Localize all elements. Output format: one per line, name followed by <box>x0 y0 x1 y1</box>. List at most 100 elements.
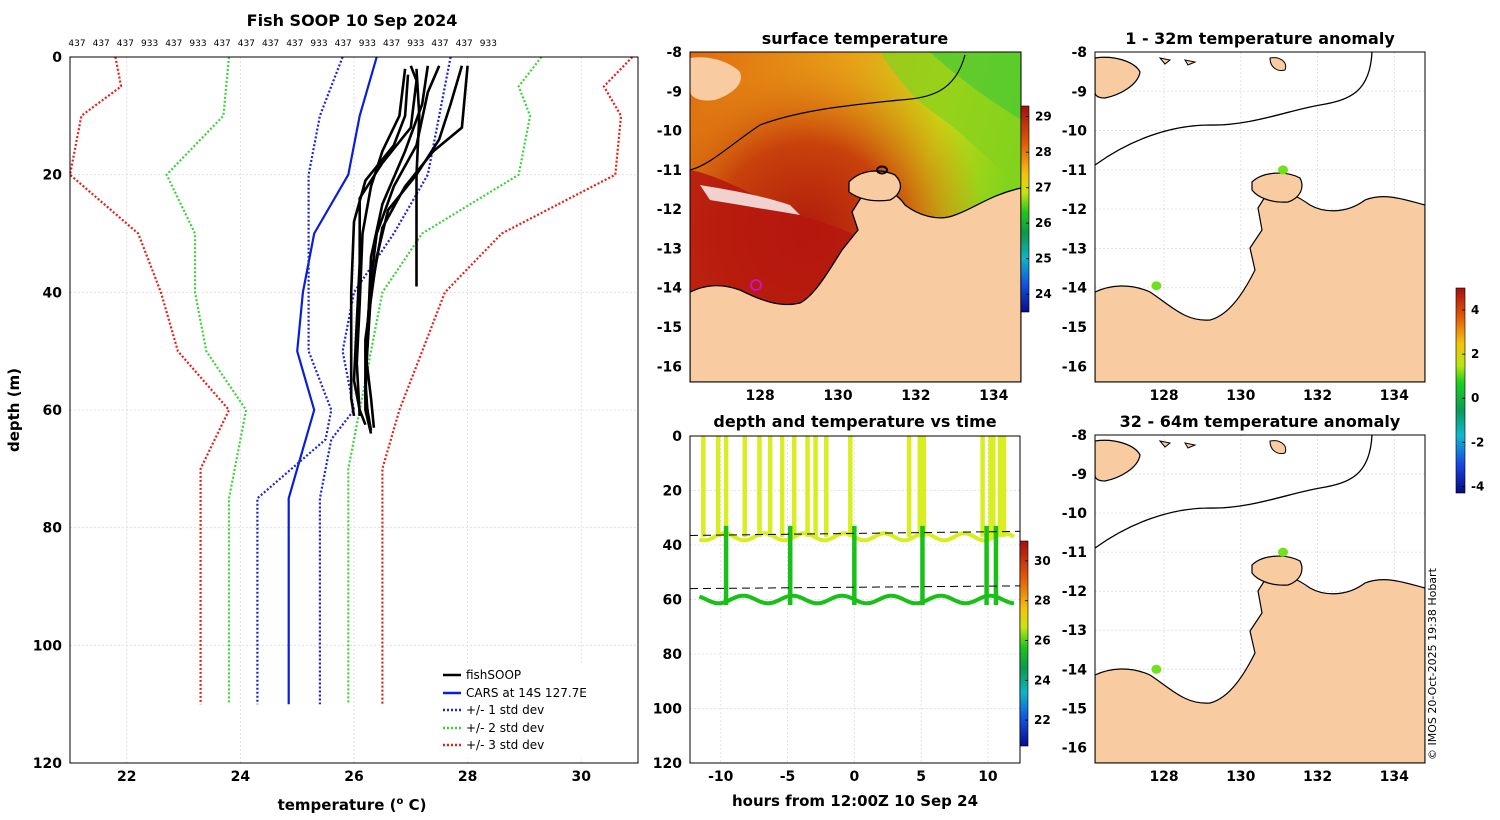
anomaly-point <box>1151 664 1162 674</box>
map-ytick: -10 <box>657 124 683 140</box>
map-xtick: 130 <box>1226 769 1255 785</box>
profile-title: Fish SOOP 10 Sep 2024 <box>247 11 458 30</box>
anomaly-2-title: 32 - 64m temperature anomaly <box>1120 412 1401 431</box>
map-ytick: -9 <box>1071 84 1087 100</box>
profile-id-row: 437 437 437 933 437 933 437 437 437 437 933 437 933 4… <box>68 39 497 49</box>
depth-time-ytick: 120 <box>653 756 682 772</box>
profile-series-CARS <box>287 56 378 705</box>
profile-xtick: 26 <box>344 769 363 785</box>
depth-time-colorbar <box>1019 540 1029 747</box>
depth-time-ytick: 0 <box>672 429 682 445</box>
profile-series-+1sd <box>318 56 452 705</box>
colorbar-tick: 4 <box>1471 303 1479 317</box>
anomaly-1-land <box>1095 190 1425 382</box>
map-ytick: -8 <box>666 45 682 61</box>
profile-xlabel: temperature (o C) <box>278 796 427 814</box>
profile-id-label: 437 <box>93 39 110 49</box>
map-ytick: -16 <box>657 359 682 375</box>
depth-time-ytick: 20 <box>663 484 683 500</box>
depth-time-deep-trace <box>698 593 1015 606</box>
profile-id-label: 933 <box>359 39 376 49</box>
depth-time-title: depth and temperature vs time <box>713 412 996 431</box>
anomaly-1-contour <box>1095 52 1373 166</box>
profile-id-label: 933 <box>407 39 424 49</box>
colorbar-tick: 0 <box>1471 391 1479 405</box>
map-ytick: -9 <box>1071 467 1087 483</box>
colorbar-tick: 25 <box>1035 252 1052 266</box>
map-xtick: 132 <box>1303 769 1332 785</box>
map-ytick: -13 <box>1062 241 1087 257</box>
depth-time-ytick: 80 <box>663 647 683 663</box>
colorbar-tick: -4 <box>1471 479 1484 493</box>
sst-colorbar <box>1020 105 1030 313</box>
map-ytick: -15 <box>1062 701 1087 717</box>
profile-id-label: 437 <box>383 39 400 49</box>
anomaly-colorbar <box>1455 287 1466 494</box>
sst-marker-1 <box>876 165 888 175</box>
profile-id-label: 437 <box>68 39 85 49</box>
legend-item-std1: +/- 1 std dev <box>466 703 544 717</box>
map-ytick: -16 <box>1062 740 1087 756</box>
map-xtick: 128 <box>745 388 774 404</box>
anomaly-map-2-panel: 32 - 64m temperature anomaly -8 -9 -10 -11 -… <box>1062 412 1426 785</box>
profile-legend: fishSOOP CARS at 14S 127.7E +/- 1 std de… <box>437 664 633 758</box>
colorbar-tick: -2 <box>1471 435 1484 449</box>
profile-xtick: 22 <box>117 769 136 785</box>
profile-ytick: 60 <box>43 403 63 419</box>
depth-time-panel: depth and temperature vs time -10 -5 0 5 100… <box>653 412 1051 810</box>
map-ytick: -15 <box>1062 320 1087 336</box>
map-xtick: 132 <box>1303 388 1332 404</box>
colorbar-tick: 28 <box>1034 594 1051 608</box>
profile-id-label: 437 <box>117 39 134 49</box>
profile-xtick: 28 <box>458 769 477 785</box>
sst-marker-2 <box>750 279 762 291</box>
colorbar-tick: 26 <box>1035 216 1052 230</box>
profile-ytick: 20 <box>43 168 63 184</box>
depth-time-ytick: 40 <box>663 538 683 554</box>
depth-time-dashed-line <box>689 585 1021 590</box>
profile-panel: Fish SOOP 10 Sep 2024 437 437 437 933 437 933… <box>5 11 639 814</box>
colorbar-tick: 27 <box>1035 181 1052 195</box>
profile-xtick: 24 <box>231 769 251 785</box>
colorbar-tick: 28 <box>1035 145 1052 159</box>
profile-series-fish3 <box>364 65 464 434</box>
map-xtick: 128 <box>1149 769 1178 785</box>
map-ytick: -14 <box>1062 281 1088 297</box>
profile-ytick: 80 <box>43 521 63 537</box>
sst-map-panel: surface temperature -8 -9 -10 -11 -12 -13 -14 -… <box>657 29 1052 404</box>
anomaly-2-contour <box>1095 435 1373 549</box>
colorbar-tick: 24 <box>1034 673 1051 687</box>
map-ytick: -14 <box>657 281 683 297</box>
profile-id-label: 437 <box>238 39 255 49</box>
profile-id-label: 437 <box>431 39 448 49</box>
profile-id-label: 437 <box>214 39 231 49</box>
map-ytick: -9 <box>666 84 682 100</box>
map-ytick: -13 <box>657 241 682 257</box>
profile-series--2sd <box>165 56 248 705</box>
map-xtick: 134 <box>1380 769 1409 785</box>
map-xtick: 130 <box>1226 388 1255 404</box>
profile-id-label: 933 <box>141 39 158 49</box>
anomaly-1-frame <box>1094 51 1426 383</box>
copyright-text: © IMOS 20-Oct-2025 19:38 Hobart <box>1426 567 1439 760</box>
legend-item-std2: +/- 2 std dev <box>466 721 544 735</box>
profile-id-label: 437 <box>262 39 279 49</box>
map-ytick: -8 <box>1071 428 1087 444</box>
map-ytick: -10 <box>1062 124 1088 140</box>
map-xtick: 128 <box>1149 388 1178 404</box>
profile-ytick: 40 <box>43 285 63 301</box>
anomaly-map-1-panel: 1 - 32m temperature anomaly -8 -9 -10 -11 -1… <box>1062 29 1485 493</box>
profile-id-label: 933 <box>310 39 327 49</box>
profile-id-label: 437 <box>165 39 182 49</box>
sst-title: surface temperature <box>762 29 949 48</box>
depth-time-dashed-line <box>689 530 1021 536</box>
depth-time-xtick: 10 <box>978 769 998 785</box>
profile-id-label: 437 <box>286 39 303 49</box>
profile-series-fish7 <box>364 65 469 422</box>
profile-id-label: 933 <box>189 39 206 49</box>
colorbar-tick: 24 <box>1035 287 1052 301</box>
anomaly-point <box>1278 547 1289 557</box>
map-ytick: -12 <box>657 202 682 218</box>
map-ytick: -12 <box>1062 584 1087 600</box>
